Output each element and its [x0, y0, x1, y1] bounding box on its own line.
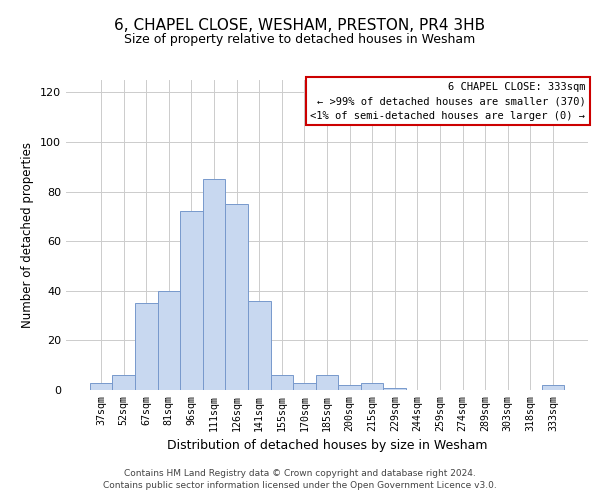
Text: Size of property relative to detached houses in Wesham: Size of property relative to detached ho… — [124, 32, 476, 46]
Bar — [271, 375, 293, 390]
X-axis label: Distribution of detached houses by size in Wesham: Distribution of detached houses by size … — [167, 439, 487, 452]
Bar — [158, 291, 180, 390]
Y-axis label: Number of detached properties: Number of detached properties — [22, 142, 34, 328]
Bar — [383, 388, 406, 390]
Text: 6 CHAPEL CLOSE: 333sqm
← >99% of detached houses are smaller (370)
<1% of semi-d: 6 CHAPEL CLOSE: 333sqm ← >99% of detache… — [310, 82, 586, 121]
Bar — [338, 385, 361, 390]
Bar — [135, 303, 158, 390]
Bar — [316, 375, 338, 390]
Bar — [112, 375, 135, 390]
Bar — [361, 382, 383, 390]
Text: 6, CHAPEL CLOSE, WESHAM, PRESTON, PR4 3HB: 6, CHAPEL CLOSE, WESHAM, PRESTON, PR4 3H… — [115, 18, 485, 32]
Bar — [180, 212, 203, 390]
Bar — [248, 300, 271, 390]
Bar — [293, 382, 316, 390]
Bar — [226, 204, 248, 390]
Text: Contains HM Land Registry data © Crown copyright and database right 2024.
Contai: Contains HM Land Registry data © Crown c… — [103, 468, 497, 490]
Bar — [90, 382, 112, 390]
Bar — [542, 385, 564, 390]
Bar — [203, 179, 226, 390]
